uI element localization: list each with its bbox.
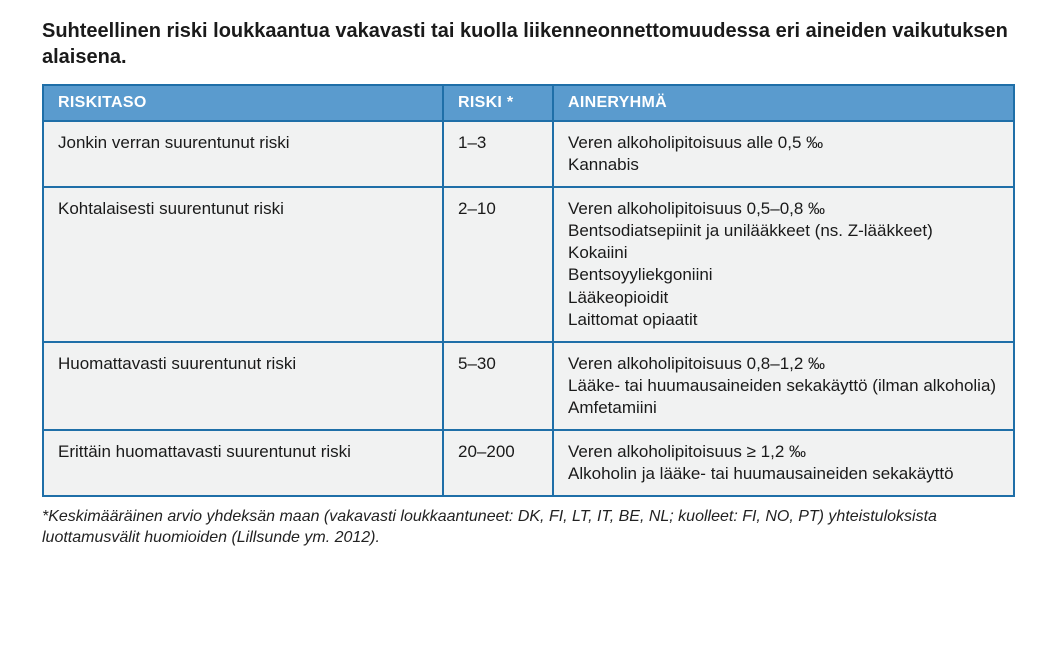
- cell-risk-level: Kohtalaisesti suurentunut riski: [43, 187, 443, 342]
- cell-risk-level: Erittäin huomattavasti suurentunut riski: [43, 430, 443, 496]
- cell-substance-group: Veren alkoholipitoisuus alle 0,5 ‰Kannab…: [553, 121, 1014, 187]
- cell-substance-group: Veren alkoholipitoisuus 0,8–1,2 ‰Lääke- …: [553, 342, 1014, 430]
- table-row: Erittäin huomattavasti suurentunut riski…: [43, 430, 1014, 496]
- header-substance-group: AINERYHMÄ: [553, 85, 1014, 121]
- cell-risk-level: Jonkin verran suurentunut riski: [43, 121, 443, 187]
- cell-risk-value: 1–3: [443, 121, 553, 187]
- cell-risk-value: 5–30: [443, 342, 553, 430]
- table-footnote: *Keskimääräinen arvio yhdeksän maan (vak…: [42, 507, 1015, 549]
- risk-table: RISKITASO RISKI * AINERYHMÄ Jonkin verra…: [42, 84, 1015, 497]
- cell-risk-level: Huomattavasti suurentunut riski: [43, 342, 443, 430]
- page: Suhteellinen riski loukkaantua vakavasti…: [0, 0, 1057, 573]
- table-row: Kohtalaisesti suurentunut riski 2–10 Ver…: [43, 187, 1014, 342]
- cell-substance-group: Veren alkoholipitoisuus 0,5–0,8 ‰Bentsod…: [553, 187, 1014, 342]
- cell-risk-value: 2–10: [443, 187, 553, 342]
- header-risk-value: RISKI *: [443, 85, 553, 121]
- table-row: Huomattavasti suurentunut riski 5–30 Ver…: [43, 342, 1014, 430]
- table-title: Suhteellinen riski loukkaantua vakavasti…: [42, 18, 1015, 70]
- header-risk-level: RISKITASO: [43, 85, 443, 121]
- table-header-row: RISKITASO RISKI * AINERYHMÄ: [43, 85, 1014, 121]
- cell-risk-value: 20–200: [443, 430, 553, 496]
- cell-substance-group: Veren alkoholipitoisuus ≥ 1,2 ‰Alkoholin…: [553, 430, 1014, 496]
- table-row: Jonkin verran suurentunut riski 1–3 Vere…: [43, 121, 1014, 187]
